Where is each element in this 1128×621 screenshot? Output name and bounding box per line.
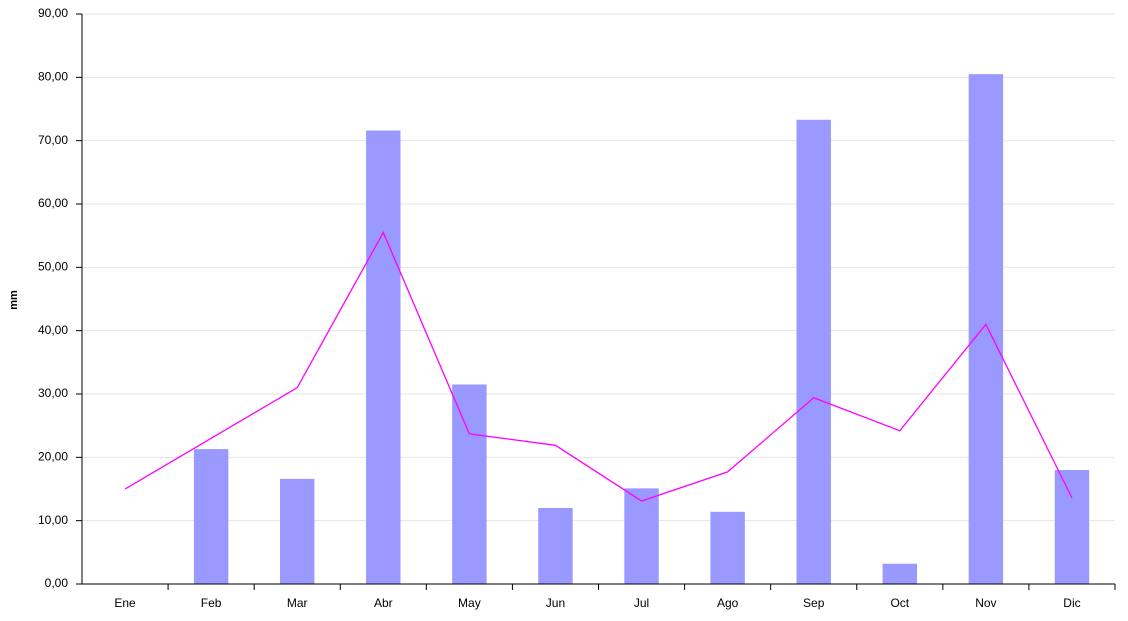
bar bbox=[624, 488, 659, 584]
y-tick-label: 10,00 bbox=[38, 513, 68, 527]
bar bbox=[1054, 470, 1090, 584]
y-tick-label: 40,00 bbox=[38, 323, 68, 337]
y-tick-label: 70,00 bbox=[38, 133, 68, 147]
x-tick-label: Dic bbox=[1063, 596, 1080, 610]
x-tick-label: Feb bbox=[201, 596, 222, 610]
bar bbox=[882, 563, 918, 584]
x-tick-label: Nov bbox=[975, 596, 996, 610]
y-tick-label: 90,00 bbox=[38, 6, 68, 20]
y-tick-label: 50,00 bbox=[38, 260, 68, 274]
bar bbox=[366, 130, 401, 585]
x-tick-label: Ago bbox=[717, 596, 739, 610]
y-tick-label: 20,00 bbox=[38, 450, 68, 464]
line bbox=[124, 231, 1073, 502]
bar bbox=[710, 511, 745, 584]
x-tick-label: Jul bbox=[634, 596, 649, 610]
y-tick-label: 60,00 bbox=[38, 196, 68, 210]
x-tick-label: May bbox=[458, 596, 481, 610]
bar bbox=[193, 449, 229, 584]
y-tick-label: 0,00 bbox=[45, 576, 69, 590]
x-tick-label: Ene bbox=[114, 596, 136, 610]
bar bbox=[452, 384, 487, 584]
y-tick-label: 30,00 bbox=[38, 386, 68, 400]
x-tick-label: Oct bbox=[890, 596, 909, 610]
x-tick-label: Mar bbox=[287, 596, 308, 610]
bar bbox=[279, 478, 315, 584]
x-tick-label: Abr bbox=[374, 596, 393, 610]
bar bbox=[968, 74, 1004, 585]
y-tick-label: 80,00 bbox=[38, 70, 68, 84]
bar bbox=[796, 119, 831, 585]
x-tick-label: Sep bbox=[803, 596, 825, 610]
y-axis-label: mm bbox=[8, 290, 20, 310]
x-tick-label: Jun bbox=[546, 596, 565, 610]
bar bbox=[538, 508, 573, 584]
